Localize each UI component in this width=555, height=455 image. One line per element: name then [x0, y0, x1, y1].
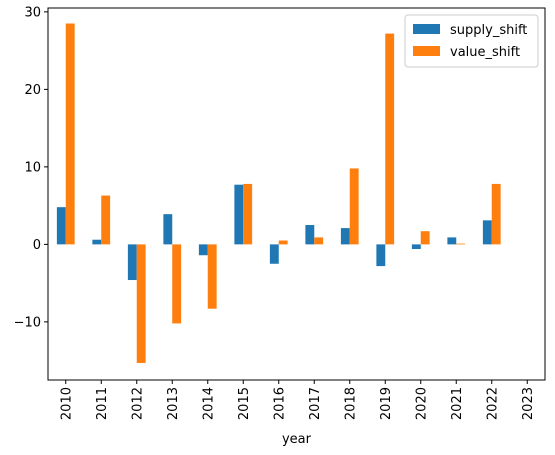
bar-value-shift-2019 [385, 33, 395, 245]
bars-group [56, 23, 501, 363]
x-tick-label: 2010 [59, 387, 74, 420]
bar-value-shift-2012 [136, 244, 146, 363]
bar-supply-shift-2014 [198, 244, 208, 256]
x-tick-label: 2020 [414, 387, 429, 420]
bar-supply-shift-2010 [56, 207, 66, 245]
x-tick-label: 2018 [343, 387, 358, 420]
bar-value-shift-2021 [456, 243, 466, 245]
x-tick-label: 2015 [237, 387, 252, 420]
x-tick-label: 2017 [308, 387, 323, 420]
y-tick-label: 20 [24, 83, 41, 98]
bar-supply-shift-2020 [411, 244, 421, 250]
bar-value-shift-2015 [243, 183, 253, 245]
y-axis: −10 0 10 20 30 [14, 5, 48, 330]
bar-value-shift-2010 [65, 23, 75, 245]
bar-supply-shift-2013 [163, 214, 173, 245]
x-tick-label: 2023 [521, 387, 536, 420]
plot-frame [47, 7, 546, 381]
bar-supply-shift-2021 [447, 237, 457, 245]
x-tick-label: 2012 [130, 387, 145, 420]
x-axis: 2010 2011 2012 2013 2014 2015 2016 2017 2018 2019… [59, 380, 536, 420]
bar-supply-shift-2018 [340, 228, 350, 245]
y-tick-label: 0 [33, 238, 41, 253]
x-tick-label: 2016 [272, 387, 287, 420]
bar-supply-shift-2011 [92, 239, 102, 245]
legend-label-supply-shift: supply_shift [450, 23, 527, 38]
bar-supply-shift-2022 [482, 220, 492, 245]
bar-supply-shift-2015 [234, 184, 244, 245]
bar-value-shift-2011 [101, 195, 111, 245]
x-axis-label: year [282, 432, 312, 447]
x-tick-label: 2019 [379, 387, 394, 420]
bar-supply-shift-2012 [127, 244, 137, 281]
bar-value-shift-2013 [172, 244, 182, 324]
bar-value-shift-2020 [420, 231, 430, 245]
x-tick-label: 2021 [450, 387, 465, 420]
legend-swatch-value-shift [413, 46, 440, 56]
bar-supply-shift-2016 [269, 244, 279, 264]
bar-value-shift-2018 [349, 168, 359, 245]
x-tick-label: 2022 [485, 387, 500, 420]
bar-supply-shift-2019 [376, 244, 386, 267]
bar-value-shift-2014 [207, 244, 217, 309]
legend-label-value-shift: value_shift [450, 45, 520, 60]
x-tick-label: 2014 [201, 387, 216, 420]
bar-value-shift-2016 [278, 240, 288, 245]
bar-value-shift-2022 [491, 183, 501, 245]
y-tick-label: −10 [14, 315, 41, 330]
legend: supply_shift value_shift [404, 14, 539, 68]
bar-supply-shift-2017 [305, 225, 315, 245]
y-tick-label: 30 [24, 5, 41, 20]
x-tick-label: 2013 [166, 387, 181, 420]
legend-swatch-supply-shift [413, 24, 440, 34]
bar-value-shift-2017 [314, 237, 324, 245]
x-tick-label: 2011 [95, 387, 110, 420]
y-tick-label: 10 [24, 160, 41, 175]
